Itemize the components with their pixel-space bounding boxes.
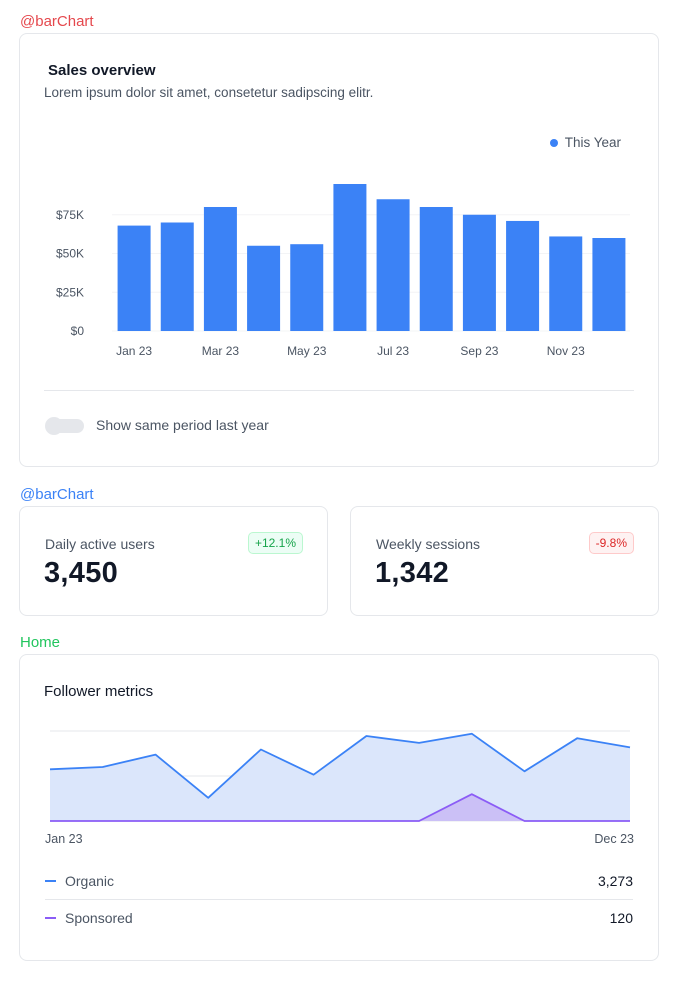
x-tick-label: Nov 23 (547, 344, 585, 358)
kpi-value: 3,450 (44, 557, 119, 589)
row-divider (45, 899, 633, 900)
toggle-label: Show same period last year (96, 417, 269, 433)
series-line-sponsored[interactable] (50, 793, 630, 822)
bar-jun-23[interactable] (333, 184, 367, 331)
legend-dot-icon (549, 138, 558, 147)
sales-divider (44, 390, 634, 391)
sales-legend[interactable]: This Year (549, 135, 621, 150)
row-name: Organic (65, 873, 115, 889)
section-tag-bar-chart-2: @barChart (20, 486, 94, 503)
x-tick-label: Sep 23 (460, 344, 498, 358)
bar-apr-23[interactable] (247, 245, 281, 331)
x-tick-label: Jul 23 (377, 344, 409, 358)
toggle-knob (45, 417, 63, 435)
y-tick-label: $25K (56, 285, 84, 299)
sales-subtitle: Lorem ipsum dolor sit amet, consetetur s… (44, 85, 374, 100)
bar-jul-23[interactable] (376, 199, 410, 331)
area-fill-sponsored (50, 794, 630, 821)
kpi-label: Daily active users (45, 536, 155, 552)
row-value: 3,273 (597, 873, 633, 889)
bar-feb-23[interactable] (160, 222, 194, 332)
x-tick-label: May 23 (287, 344, 327, 358)
sales-title: Sales overview (48, 62, 156, 79)
section-tag-home: Home (20, 634, 61, 651)
y-tick-label: $75K (56, 208, 84, 222)
x-axis-start-label: Jan 23 (45, 832, 83, 846)
x-tick-label: Mar 23 (202, 344, 240, 358)
bar-may-23[interactable] (290, 244, 324, 331)
follower-area-chart (49, 730, 631, 822)
bar-oct-23[interactable] (506, 220, 540, 331)
section-tag-bar-chart: @barChart (20, 13, 94, 30)
same-period-toggle[interactable] (45, 417, 84, 435)
y-tick-label: $0 (71, 324, 85, 338)
follower-title: Follower metrics (44, 683, 154, 700)
legend-label: This Year (564, 135, 621, 150)
legend-row-sponsored[interactable]: Sponsored 120 (45, 900, 633, 936)
follower-metrics-card: Follower metrics Jan 23 Dec 23 Organic 3… (19, 654, 659, 961)
bar-mar-23[interactable] (203, 207, 237, 331)
bar-dec-23[interactable] (592, 238, 626, 331)
kpi-label: Weekly sessions (376, 536, 481, 552)
area-fill-organic (50, 733, 630, 821)
bar-jan-23[interactable] (117, 225, 151, 331)
sponsored-line-icon (45, 917, 56, 919)
organic-line-icon (45, 880, 56, 882)
x-tick-label: Jan 23 (116, 344, 152, 358)
x-axis-end-label: Dec 23 (594, 832, 634, 846)
kpi-delta-badge: +12.1% (247, 532, 303, 554)
bar-sep-23[interactable] (462, 214, 496, 331)
bar-aug-23[interactable] (419, 207, 453, 331)
kpi-card-weekly-sessions: Weekly sessions -9.8% 1,342 (350, 506, 659, 616)
kpi-value: 1,342 (375, 557, 450, 589)
row-value: 120 (609, 910, 633, 926)
kpi-delta-badge: -9.8% (588, 532, 634, 554)
legend-row-organic[interactable]: Organic 3,273 (45, 863, 633, 899)
y-tick-label: $50K (56, 247, 84, 261)
series-line-organic[interactable] (49, 732, 631, 799)
kpi-card-daily-active-users: Daily active users +12.1% 3,450 (19, 506, 328, 616)
row-name: Sponsored (65, 910, 133, 926)
bar-nov-23[interactable] (549, 236, 583, 331)
sales-overview-card: Sales overview Lorem ipsum dolor sit ame… (19, 33, 659, 467)
